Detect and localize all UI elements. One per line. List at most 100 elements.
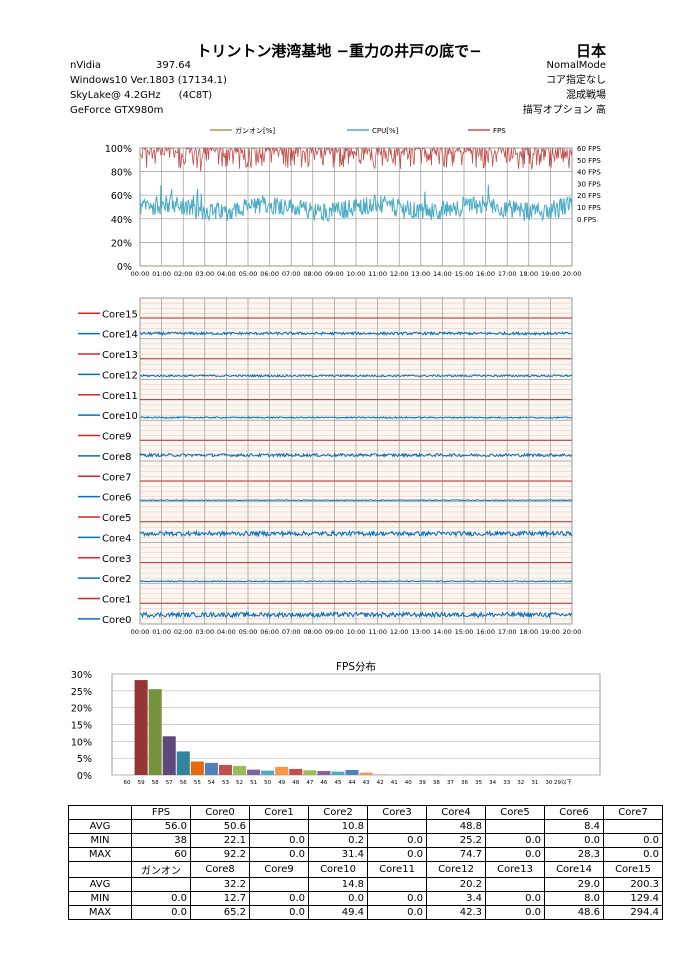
- x-tick-label: 05:00: [239, 628, 258, 636]
- x-tick-label: 20:00: [563, 270, 582, 278]
- x-tick-label: 12:00: [390, 628, 409, 636]
- table-row: ガンオン Core8 Core9 Core10 Core11 Core12 Core13 Co…: [68, 861, 663, 878]
- row-label: MIN: [68, 891, 132, 906]
- table-cell: 0.0: [485, 833, 545, 848]
- table-row: FPS Core0 Core1 Core2 Core3 Core4 Core5 Core6 Co…: [68, 805, 663, 820]
- table-cell: 0.0: [249, 833, 309, 848]
- fps-bar: [303, 770, 317, 775]
- core-series-line: [139, 452, 573, 458]
- x-tick-label: 35: [475, 780, 482, 786]
- table-cell: 200.3: [603, 877, 663, 892]
- table-cell: Core4: [426, 805, 486, 820]
- x-tick-label: 60: [124, 780, 131, 786]
- setting-line: NomalMode: [546, 60, 607, 71]
- x-tick-label: 57: [166, 780, 173, 786]
- y-tick-label: 20%: [111, 238, 132, 249]
- table-cell: Core13: [485, 861, 545, 878]
- y2-tick-label: 50 FPS: [577, 157, 601, 165]
- x-tick-label: 11:00: [368, 270, 387, 278]
- x-tick-label: 15:00: [455, 628, 474, 636]
- x-tick-label: 09:00: [325, 628, 344, 636]
- row-label: [68, 861, 132, 878]
- info-line: SkyLake@ 4.2GHz (4C8T): [70, 90, 213, 101]
- core-legend-label: Core14: [102, 330, 138, 341]
- usage-line-chart: ガンオン[%] CPU[%] FPS 100% 80% 60% 40% 20% 0% 60 FPS…: [105, 126, 602, 278]
- table-cell: 0.0: [367, 847, 427, 862]
- x-tick-label: 04:00: [217, 270, 236, 278]
- table-cell: Core5: [485, 805, 545, 820]
- table-row: MAX 60 92.2 0.0 31.4 0.0 74.7 0.0 28.3 0.0: [68, 847, 663, 862]
- y2-tick-label: 30 FPS: [577, 180, 601, 188]
- table-cell: Core12: [426, 861, 486, 878]
- x-tick-label: 36: [461, 780, 468, 786]
- core-legend-label: Core6: [102, 493, 132, 504]
- x-tick-label: 45: [334, 780, 341, 786]
- core-series-line: [139, 610, 573, 619]
- table-cell: 0.0: [308, 891, 368, 906]
- x-tick-label: 48: [292, 780, 299, 786]
- core-legend-label: Core3: [102, 554, 132, 565]
- table-cell: 0.0: [485, 847, 545, 862]
- y-tick-label: 10%: [71, 737, 92, 748]
- table-row: AVG 32.2 14.8 20.2 29.0 200.3: [68, 877, 663, 892]
- core-legend-label: Core12: [102, 370, 138, 381]
- x-tick-label: 20:00: [563, 628, 582, 636]
- x-tick-label: 05:00: [239, 270, 258, 278]
- table-cell: 49.4: [308, 905, 368, 920]
- table-cell: 48.8: [426, 819, 486, 834]
- fps-distribution-chart: FPS分布 30% 25% 20% 15% 10% 5% 0% 60 59 58 57 56 55 54 53…: [71, 661, 601, 786]
- table-cell: 8.4: [544, 819, 604, 834]
- table-cell: 0.0: [485, 905, 545, 920]
- y-tick-label: 100%: [105, 144, 132, 155]
- info-line: GeForce GTX980m: [70, 105, 164, 116]
- x-tick-label: 30: [545, 780, 552, 786]
- row-label: MAX: [68, 847, 132, 862]
- x-tick-label: 44: [349, 780, 356, 786]
- table-cell: Core7: [603, 805, 663, 820]
- x-tick-label: 18:00: [519, 270, 538, 278]
- table-cell: 294.4: [603, 905, 663, 920]
- x-tick-label: 19:00: [541, 628, 560, 636]
- x-tick-label: 59: [138, 780, 145, 786]
- fps-bar: [345, 769, 359, 775]
- table-cell: 74.7: [426, 847, 486, 862]
- fps-bar: [331, 771, 345, 775]
- core-legend-label: Core7: [102, 472, 132, 483]
- table-cell: Core2: [308, 805, 368, 820]
- table-cell: 31.4: [308, 847, 368, 862]
- table-cell: 0.0: [249, 905, 309, 920]
- x-tick-label: 08:00: [303, 270, 322, 278]
- cpu-series-line: [139, 184, 573, 222]
- table-cell: 0.0: [249, 847, 309, 862]
- core-series-line: [139, 373, 573, 378]
- table-cell: 129.4: [603, 891, 663, 906]
- table-cell: 25.2: [426, 833, 486, 848]
- row-label: [68, 805, 132, 820]
- y2-tick-label: 20 FPS: [577, 192, 601, 200]
- table-cell: 0.0: [367, 833, 427, 848]
- setting-line: 混成戦場: [566, 90, 606, 101]
- x-tick-label: 11:00: [368, 628, 387, 636]
- x-tick-label: 08:00: [303, 628, 322, 636]
- table-cell: 20.2: [426, 877, 486, 892]
- x-tick-label: 42: [377, 780, 384, 786]
- table-cell: 3.4: [426, 891, 486, 906]
- table-cell: 0.2: [308, 833, 368, 848]
- table-cell: 92.2: [190, 847, 250, 862]
- page-title: トリントン港湾基地 −重力の井戸の底で−: [196, 42, 482, 60]
- table-cell: Core8: [190, 861, 250, 878]
- y-tick-label: 0%: [77, 771, 92, 782]
- core-legend-label: Core5: [102, 513, 132, 524]
- fps-bar: [148, 689, 162, 775]
- fps-bar: [317, 770, 331, 775]
- table-cell: 0.0: [131, 905, 191, 920]
- core-series-line: [139, 580, 573, 583]
- x-tick-label: 02:00: [174, 628, 193, 636]
- x-tick-label: 16:00: [476, 628, 495, 636]
- x-tick-label: 19:00: [541, 270, 560, 278]
- x-tick-label: 29以下: [554, 779, 572, 786]
- core-legend-label: Core8: [102, 452, 132, 463]
- fps-bar: [176, 751, 190, 775]
- table-cell: Core3: [367, 805, 427, 820]
- table-cell: [249, 819, 309, 834]
